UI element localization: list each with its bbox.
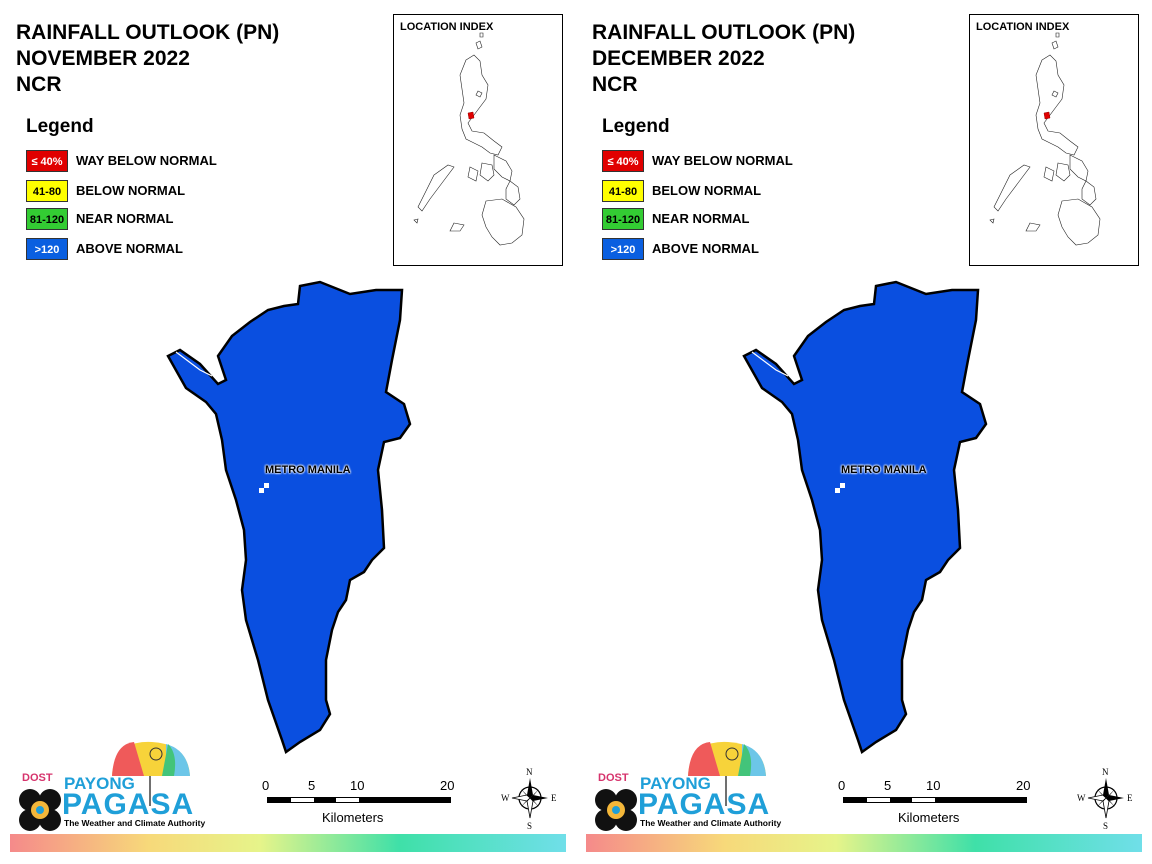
ncr-region-shape xyxy=(166,280,412,755)
scale-bar-graphic xyxy=(267,797,451,803)
legend-label: ABOVE NORMAL xyxy=(652,241,759,256)
ncr-highlight xyxy=(467,111,475,120)
logo-dost-text: DOST xyxy=(22,772,53,784)
north-arrow: N S E W xyxy=(1076,766,1136,835)
logo-payong-text: PAYONG xyxy=(64,774,135,793)
umbrella-icon xyxy=(19,741,190,831)
inset-title: LOCATION INDEX xyxy=(976,21,1070,33)
metro-manila-label: METRO MANILA xyxy=(265,464,351,476)
compass-e-label: E xyxy=(551,793,557,803)
scale-tick: 5 xyxy=(884,778,892,793)
outlook-panel-november: RAINFALL OUTLOOK (PN) NOVEMBER 2022 NCR … xyxy=(10,14,566,852)
title-line-2: DECEMBER 2022 xyxy=(592,47,765,70)
legend-label: ABOVE NORMAL xyxy=(76,241,183,256)
legend-swatch: >120 xyxy=(602,238,644,260)
compass-w-label: W xyxy=(1077,793,1086,803)
logo-dost-text: DOST xyxy=(598,772,629,784)
legend-swatch: ≤ 40% xyxy=(26,150,68,172)
scale-tick: 10 xyxy=(926,778,941,793)
metro-manila-label: METRO MANILA xyxy=(841,464,927,476)
scale-tick: 5 xyxy=(308,778,316,793)
legend-swatch: 81-120 xyxy=(602,208,644,230)
scale-bar: 0 5 10 20 Kilometers xyxy=(262,778,462,828)
ncr-rainfall-map xyxy=(166,280,412,755)
logo-payong-text: PAYONG xyxy=(640,774,711,793)
legend-swatch: 41-80 xyxy=(26,180,68,202)
philippines-inset-map xyxy=(989,32,1101,246)
title-line-3: NCR xyxy=(592,73,638,96)
footer-color-band xyxy=(10,834,566,852)
scale-tick: 10 xyxy=(350,778,365,793)
logo-tagline: The Weather and Climate Authority xyxy=(64,818,206,828)
legend-swatch: 81-120 xyxy=(26,208,68,230)
title-line-1: RAINFALL OUTLOOK (PN) xyxy=(592,21,856,44)
location-index-inset: LOCATION INDEX xyxy=(393,14,563,266)
outlook-panel-december: RAINFALL OUTLOOK (PN) DECEMBER 2022 NCR … xyxy=(576,0,1152,864)
logo-pagasa-text: PAGASA xyxy=(62,788,195,821)
scale-bar-graphic xyxy=(843,797,1027,803)
legend-title: Legend xyxy=(26,116,94,137)
philippines-inset-map xyxy=(413,32,525,246)
title-line-2: NOVEMBER 2022 xyxy=(16,47,190,70)
compass-e-label: E xyxy=(1127,793,1133,803)
scale-tick: 0 xyxy=(838,778,846,793)
inset-title: LOCATION INDEX xyxy=(400,21,494,33)
legend-label: BELOW NORMAL xyxy=(652,183,762,198)
compass-n-label: N xyxy=(1102,767,1109,777)
legend-label: WAY BELOW NORMAL xyxy=(652,153,793,168)
ncr-highlight xyxy=(1043,111,1051,120)
map-title: RAINFALL OUTLOOK (PN) DECEMBER 2022 NCR xyxy=(592,20,855,98)
scale-bar: 0 5 10 20 Kilometers xyxy=(838,778,1038,828)
legend-label: WAY BELOW NORMAL xyxy=(76,153,217,168)
pagasa-logo: DOST PAYONG PAGASA The Weather and Clima… xyxy=(592,740,781,832)
compass-s-label: S xyxy=(1103,821,1108,830)
compass-rose-icon: N S E W xyxy=(1077,767,1133,831)
title-line-3: NCR xyxy=(16,73,62,96)
location-index-inset: LOCATION INDEX xyxy=(969,14,1139,266)
legend-title: Legend xyxy=(602,116,670,137)
ncr-region-shape xyxy=(742,280,988,755)
north-arrow: N S E W xyxy=(500,766,560,835)
logo-tagline: The Weather and Climate Authority xyxy=(640,818,782,828)
legend-label: NEAR NORMAL xyxy=(652,211,750,226)
compass-n-label: N xyxy=(526,767,533,777)
map-title: RAINFALL OUTLOOK (PN) NOVEMBER 2022 NCR xyxy=(16,20,279,98)
scale-unit-label: Kilometers xyxy=(898,810,960,825)
legend-swatch: >120 xyxy=(26,238,68,260)
umbrella-icon xyxy=(595,741,766,831)
legend-swatch: 41-80 xyxy=(602,180,644,202)
footer-color-band xyxy=(586,834,1142,852)
compass-rose-icon: N S E W xyxy=(501,767,557,831)
ncr-rainfall-map xyxy=(742,280,988,755)
legend-label: BELOW NORMAL xyxy=(76,183,186,198)
legend-label: NEAR NORMAL xyxy=(76,211,174,226)
scale-tick: 0 xyxy=(262,778,270,793)
compass-s-label: S xyxy=(527,821,532,830)
compass-w-label: W xyxy=(501,793,510,803)
scale-tick: 20 xyxy=(440,778,455,793)
scale-tick: 20 xyxy=(1016,778,1031,793)
logo-pagasa-text: PAGASA xyxy=(638,788,771,821)
scale-unit-label: Kilometers xyxy=(322,810,384,825)
legend-swatch: ≤ 40% xyxy=(602,150,644,172)
pagasa-logo: DOST PAYONG PAGASA The Weather and Clima… xyxy=(16,740,205,832)
title-line-1: RAINFALL OUTLOOK (PN) xyxy=(16,21,280,44)
